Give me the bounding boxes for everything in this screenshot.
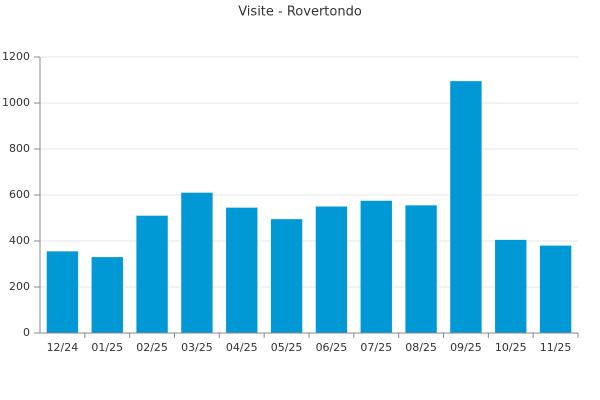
x-tick-label: 12/24 [47,341,79,354]
y-tick-label: 1000 [2,96,30,109]
x-tick-label: 10/25 [495,341,527,354]
x-tick-label: 09/25 [450,341,482,354]
bar [405,205,437,333]
y-tick-label: 200 [9,280,30,293]
x-tick-label: 01/25 [91,341,123,354]
y-tick-label: 800 [9,142,30,155]
bar [181,192,213,333]
y-tick-label: 1200 [2,50,30,63]
x-tick-label: 08/25 [405,341,437,354]
bar [315,206,348,333]
bar [91,257,123,333]
y-tick-label: 400 [9,234,30,247]
x-tick-label: 04/25 [226,341,258,354]
x-tick-label: 07/25 [360,341,392,354]
y-tick-label: 0 [23,326,30,339]
bar [46,251,79,333]
bar [270,219,303,333]
bar [539,245,572,333]
bar [495,239,527,333]
bar [136,215,168,333]
x-tick-label: 02/25 [136,341,168,354]
x-tick-label: 06/25 [316,341,348,354]
x-tick-label: 05/25 [271,341,303,354]
x-tick-label: 11/25 [540,341,572,354]
bar [360,200,392,333]
x-tick-label: 03/25 [181,341,213,354]
bar [450,81,482,334]
bar [226,207,258,333]
chart-title: Visite - Rovertondo [238,5,362,20]
y-tick-label: 600 [9,188,30,201]
